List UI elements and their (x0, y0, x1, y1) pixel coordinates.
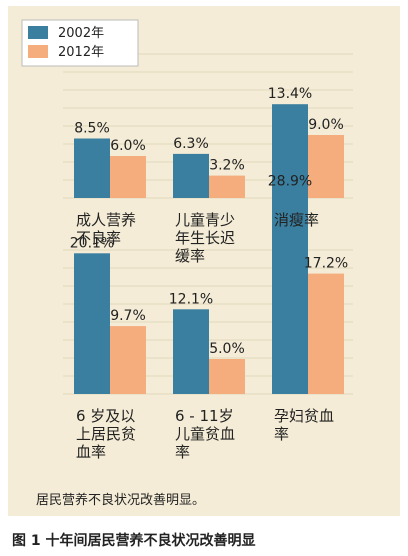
bar-2002-2 (272, 104, 308, 198)
data-label: 8.5% (74, 121, 110, 137)
data-label: 5.0% (209, 341, 245, 357)
category-label-line: 6 岁及以 (76, 407, 136, 425)
bar-2002-3 (74, 253, 110, 394)
data-label: 12.1% (169, 291, 213, 307)
bar-2012-1 (209, 175, 245, 198)
data-label: 28.9% (268, 174, 312, 190)
data-label: 13.4% (268, 86, 312, 102)
category-label-line: 成人营养 (76, 211, 137, 229)
category-label-0: 成人营养 不良率 (76, 211, 136, 247)
category-label-5: 孕妇贫血率 (274, 407, 334, 443)
category-label-1: 儿童青少 年生长迟 缓率 (175, 211, 235, 265)
category-label-4: 6 - 11岁 儿童贫血率 (175, 407, 235, 461)
category-label-line: 缓率 (175, 247, 206, 265)
legend-label: 2002年 (58, 26, 104, 41)
data-label: 17.2% (304, 256, 348, 272)
category-label-line: 消瘦率 (274, 211, 320, 229)
category-label-line: 年生长迟 (175, 229, 236, 247)
bar-2012-5 (308, 273, 344, 394)
category-label-line: 上居民贫 (76, 425, 137, 443)
bar-2002-1 (173, 153, 209, 198)
data-label: 6.3% (173, 136, 209, 152)
bar-2012-0 (110, 156, 146, 198)
bar-2002-5 (272, 191, 308, 394)
legend-label: 2012年 (58, 45, 104, 60)
category-label-3: 6 岁及以 上居民贫 血率 (76, 407, 136, 461)
category-label-line: 率 (175, 443, 191, 461)
category-label-line: 6 - 11岁 (175, 407, 234, 425)
data-label: 20.1% (70, 235, 114, 251)
chart-panel: 8.5% 6.0% 6.3% 3.2% 13.4% 9.0% 20.1% 9.7% 12.1% 5… (8, 6, 400, 516)
category-label-2: 消瘦率 (274, 211, 319, 229)
legend-swatch-2012 (28, 45, 48, 58)
category-label-line: 不良率 (76, 229, 122, 247)
category-label-line: 血率 (76, 443, 107, 461)
bar-chart: 8.5%6.0% 6.3%3.2% 13.4% 9.0% 20.1% 9.7% 12.1% 5… (21, 19, 353, 395)
figure-caption: 图 1 十年间居民营养不良状况改善明显 (12, 533, 256, 549)
bar-2012-2 (308, 135, 344, 198)
data-label: 9.0% (308, 117, 344, 133)
category-label-line: 儿童青少 (175, 211, 236, 229)
data-label: 3.2% (209, 158, 245, 174)
bar-2012-3 (110, 326, 146, 394)
category-label-line: 率 (274, 425, 290, 443)
data-label: 6.0% (110, 138, 146, 154)
chart-note: 居民营养不良状况改善明显。 (36, 493, 206, 508)
category-label-line: 儿童贫血 (175, 425, 236, 443)
bar-2002-4 (173, 309, 209, 394)
legend-swatch-2002 (28, 26, 48, 39)
bar-2002-0 (74, 138, 110, 198)
bar-2012-4 (209, 359, 245, 394)
category-label-line: 孕妇贫血 (274, 407, 335, 425)
data-label: 9.7% (110, 308, 146, 324)
